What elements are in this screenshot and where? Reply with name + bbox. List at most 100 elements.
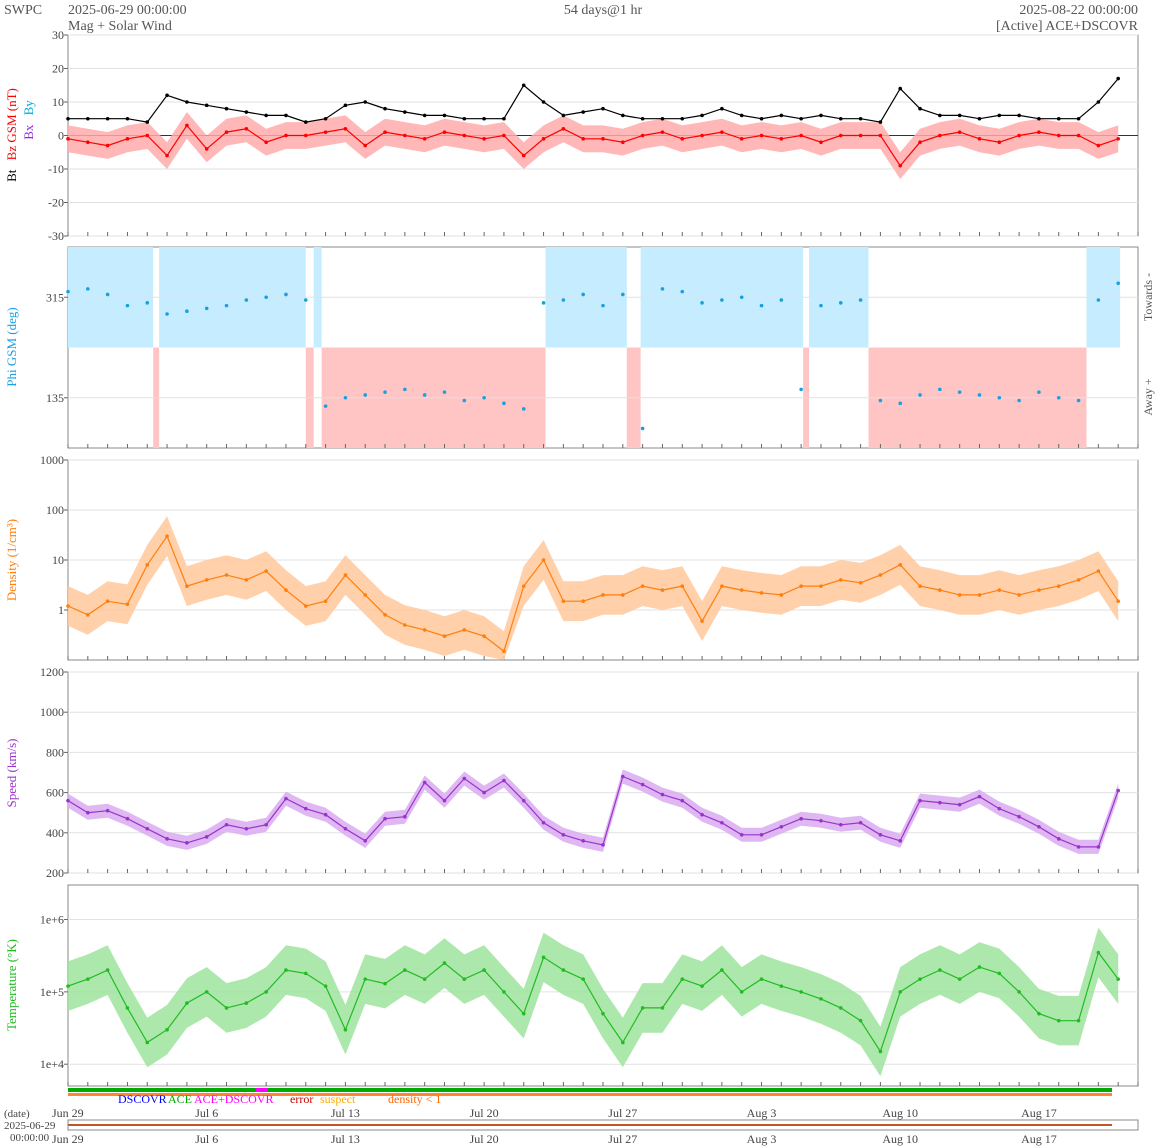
speed-point-28: [621, 774, 625, 779]
speed-point-25: [561, 833, 566, 837]
phi-point-24: [541, 301, 546, 305]
density-point-19: [442, 634, 447, 638]
phi-point-29: [640, 426, 645, 431]
bt-label: Bt: [4, 169, 19, 182]
phi-point-11: [284, 292, 288, 297]
bz-point-42: [898, 163, 903, 168]
temperature-point-31: [680, 977, 685, 981]
ytick-label-den-3: 1000: [40, 453, 64, 467]
bt-point-6: [185, 100, 189, 104]
density-point-23: [521, 584, 526, 588]
density-point-42: [898, 563, 903, 567]
density-point-17: [403, 623, 407, 627]
phi-point-16: [383, 390, 387, 394]
legend-ace-dscovr: ACE+DSCOVR: [194, 1092, 273, 1106]
density-point-20: [462, 628, 467, 632]
density-point-53: [1116, 599, 1120, 603]
speed-point-8: [224, 822, 229, 827]
speed-point-0: [66, 798, 70, 803]
x-tick-label-bot-4: Jul 27: [608, 1132, 637, 1146]
bt-point-52: [1096, 100, 1101, 104]
density-point-39: [838, 578, 843, 582]
speed-point-12: [303, 806, 308, 811]
bz-point-47: [997, 140, 1002, 144]
temperature-point-45: [957, 977, 962, 981]
temperature-point-8: [224, 1006, 229, 1010]
bt-point-10: [264, 113, 268, 118]
bz-point-17: [403, 133, 407, 138]
phi-point-37: [799, 387, 803, 392]
bt-point-28: [621, 113, 625, 118]
bt-point-46: [977, 116, 982, 121]
bt-point-13: [323, 116, 328, 121]
bz-point-41: [878, 133, 883, 138]
density-point-50: [1056, 584, 1061, 588]
bz-point-9: [244, 127, 249, 131]
phi-point-39: [838, 301, 843, 305]
bt-point-23: [521, 83, 526, 88]
temperature-point-29: [640, 1006, 645, 1010]
legend-ace: ACE: [168, 1092, 192, 1106]
bz-point-51: [1076, 133, 1081, 138]
phi-point-17: [403, 387, 407, 392]
bt-point-50: [1056, 116, 1061, 121]
speed-line: [67, 775, 1119, 848]
temperature-point-49: [1037, 1011, 1041, 1016]
phi-point-52: [1096, 298, 1101, 302]
phi-point-15: [363, 393, 368, 397]
density-point-0: [66, 604, 70, 608]
subtitle: Mag + Solar Wind: [68, 19, 172, 34]
density-point-48: [1017, 593, 1021, 597]
density-point-44: [938, 588, 942, 592]
bt-point-11: [284, 113, 288, 118]
bz-point-27: [601, 137, 605, 141]
speed-point-24: [541, 820, 546, 825]
phi-point-47: [997, 395, 1002, 400]
temperature-point-39: [838, 1006, 843, 1010]
speed-point-30: [660, 792, 665, 797]
bt-point-48: [1017, 113, 1021, 118]
speed-point-41: [878, 833, 883, 837]
phi-point-20: [462, 398, 467, 403]
start-time: 2025-06-29 00:00:00: [68, 3, 187, 18]
density-point-51: [1076, 578, 1081, 582]
x-tick-label-bot-6: Aug 10: [882, 1132, 918, 1146]
phi-point-9: [244, 298, 249, 302]
density-point-25: [561, 599, 566, 603]
speed-point-32: [700, 812, 704, 817]
phi-point-8: [224, 303, 229, 308]
density-point-35: [759, 591, 764, 595]
density-point-52: [1096, 569, 1101, 573]
speed-point-31: [680, 798, 685, 803]
legend-dscovr: DSCOVR: [118, 1092, 167, 1106]
temperature-point-2: [105, 968, 110, 972]
mag-ylabel: Bt Bz GSM (nT): [4, 88, 19, 182]
speed-point-29: [640, 782, 645, 787]
bz-point-3: [125, 137, 130, 141]
svg-text:Bt Bz GSM (nT): Bt Bz GSM (nT): [4, 88, 19, 182]
speed-point-13: [323, 812, 328, 817]
speed-point-35: [759, 833, 764, 837]
density-point-6: [185, 584, 189, 588]
density-point-24: [541, 558, 546, 562]
phi-point-1: [86, 287, 90, 291]
phi-point-35: [759, 303, 764, 308]
temperature-point-52: [1096, 950, 1101, 955]
bt-point-32: [700, 113, 704, 118]
phi-point-5: [165, 312, 169, 316]
x-tick-label-bot-3: Jul 20: [470, 1132, 499, 1146]
speed-point-47: [997, 806, 1002, 811]
ytick-label-spd-3: 800: [46, 745, 64, 759]
bt-point-29: [640, 116, 645, 121]
temperature-point-22: [502, 990, 506, 994]
bt-point-9: [244, 110, 249, 114]
bt-point-12: [303, 120, 308, 124]
bt-point-3: [125, 116, 130, 121]
temperature-point-24: [541, 955, 546, 960]
temperature-point-15: [363, 977, 368, 981]
temperature-line: [67, 951, 1119, 1053]
phi-point-4: [145, 301, 150, 305]
phi-point-14: [343, 395, 348, 400]
ytick-label-den-0: 1: [58, 603, 64, 617]
temperature-point-20: [462, 977, 467, 981]
